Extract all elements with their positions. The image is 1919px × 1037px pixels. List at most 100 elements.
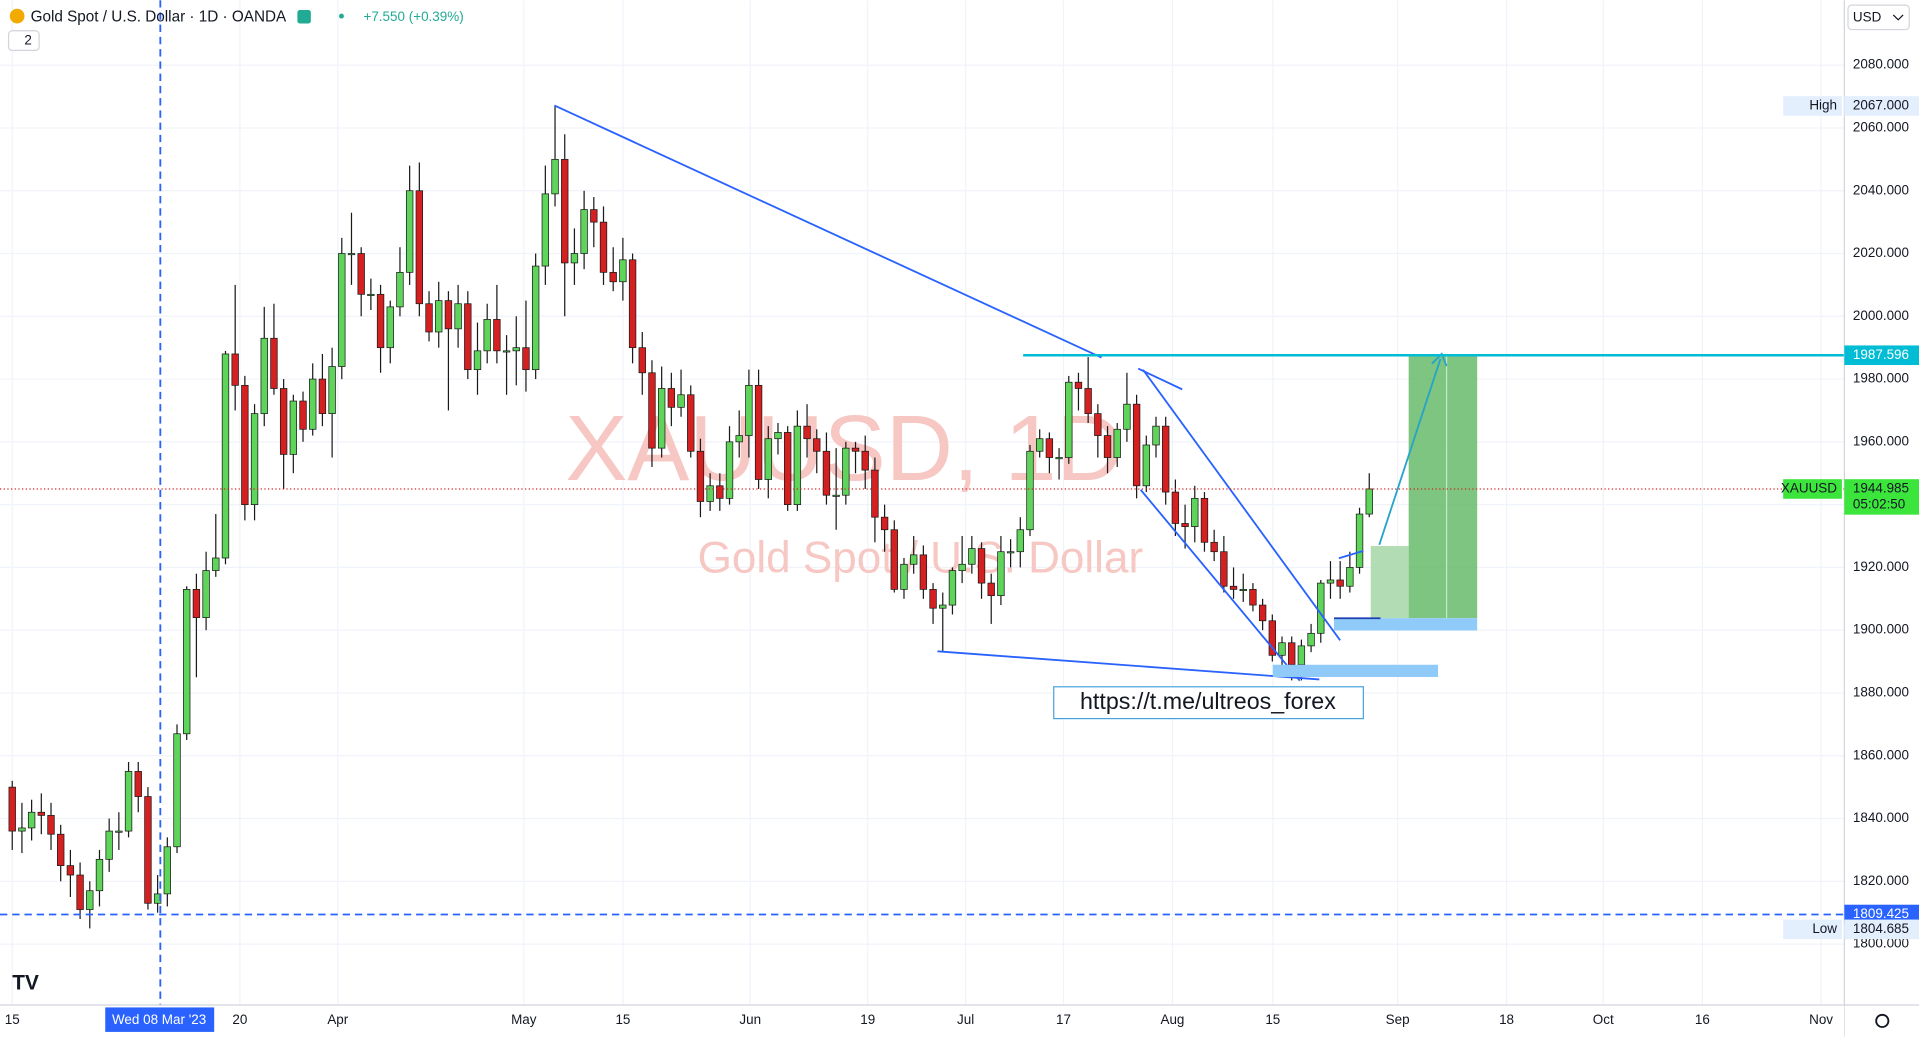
candle-body (1307, 632, 1315, 647)
candle-body (299, 400, 307, 430)
candle-body (1210, 541, 1218, 553)
currency-button[interactable] (1847, 4, 1910, 31)
candle-body (367, 293, 375, 296)
y-tick-label: 2000.000 (1853, 308, 1909, 323)
candle-body (202, 570, 210, 619)
x-tick-label: 15 (1265, 1012, 1280, 1027)
candle-body (561, 158, 569, 264)
candle-body (1113, 428, 1121, 458)
x-tick-label: 18 (1499, 1012, 1514, 1027)
candle-body (1152, 425, 1160, 446)
axis-labels: 1800.000 1820.000 1840.000 1860.000 1880.000… (5, 57, 1919, 1027)
candle-body (638, 347, 646, 374)
support-line (937, 650, 1320, 681)
indicator-toggle[interactable] (7, 30, 40, 51)
candle-body (105, 830, 113, 860)
price-axis (1844, 0, 1919, 1037)
y-tick-label: 2080.000 (1853, 57, 1909, 72)
candle-body (977, 548, 986, 584)
candle-body (144, 796, 152, 904)
last-countdown: 05:02:50 (1853, 496, 1905, 511)
low-price-label: 1804.685 (1853, 921, 1909, 936)
price-change[interactable]: +7.550 (+0.39%) (363, 9, 463, 24)
candle-body (793, 425, 802, 505)
candle-body (241, 384, 249, 505)
candle-body (338, 253, 346, 367)
candle-body (512, 347, 520, 352)
candle-body (599, 221, 608, 273)
candle-body (115, 830, 123, 833)
candle-body (541, 193, 550, 267)
dot (339, 13, 344, 19)
candle-body (1006, 551, 1015, 554)
candle-body (328, 366, 336, 414)
candle-body (47, 815, 55, 835)
low-price-box (1844, 919, 1919, 940)
candle-body (754, 384, 763, 480)
candle-body (1103, 435, 1112, 458)
demand-zone (1272, 664, 1439, 677)
x-tick-label: 20 (232, 1012, 247, 1027)
candle-body (551, 158, 559, 195)
x-tick-label: 19 (860, 1012, 875, 1027)
candle-body (619, 259, 627, 283)
x-tick-label: Apr (327, 1012, 348, 1027)
candle-body (1355, 513, 1364, 568)
candle-body (95, 858, 104, 892)
x-tick-label: Sep (1386, 1012, 1410, 1027)
candle-body (580, 209, 588, 254)
high-price-box (1844, 96, 1919, 116)
candle-body (473, 350, 482, 371)
demand-zone (1333, 618, 1478, 631)
candle-body (493, 319, 501, 352)
candle-body (1016, 529, 1024, 553)
candle-body (27, 811, 36, 829)
candle-body (1094, 413, 1102, 436)
candle-body (1181, 523, 1189, 527)
chevron (1892, 14, 1904, 21)
candle-body (212, 557, 220, 571)
candle-body (696, 450, 705, 502)
low-tag: Low (1812, 921, 1837, 936)
candle-body (774, 432, 782, 440)
crosshair-date-box (105, 1007, 215, 1032)
candle-body (570, 253, 579, 264)
y-tick-label: 1980.000 (1853, 371, 1909, 386)
candle-body (1142, 444, 1150, 487)
last-tag-box (1783, 479, 1842, 499)
candle-body (279, 388, 288, 455)
high-tag: High (1809, 98, 1837, 113)
candle-body (357, 253, 365, 295)
annotation-box (1053, 686, 1364, 720)
symbol-logo (9, 8, 25, 24)
candle-body (1297, 645, 1306, 666)
candle-body (1045, 438, 1054, 458)
candle-body (948, 570, 957, 606)
settings-button[interactable] (1875, 1013, 1890, 1028)
candle-body (192, 589, 201, 619)
candle-body (628, 259, 637, 349)
candle-body (1365, 488, 1373, 515)
candle-body (832, 494, 840, 497)
low-tag-box (1783, 919, 1842, 940)
candle-body (250, 413, 259, 505)
candle-body (677, 394, 685, 408)
candle-body (590, 209, 598, 223)
candle-body (842, 447, 850, 496)
y-tick-label: 1860.000 (1853, 747, 1909, 762)
high-price-label: 2067.000 (1853, 98, 1909, 113)
market-status (297, 9, 311, 24)
y-tick-label: 2040.000 (1853, 182, 1909, 197)
candle-body (851, 447, 860, 452)
x-tick-label: Jul (957, 1012, 974, 1027)
candle-body (1288, 642, 1296, 666)
candle-body (910, 554, 918, 565)
candle-body (667, 388, 676, 408)
candle-body (1074, 381, 1083, 389)
candle-body (783, 432, 792, 505)
candle-body (309, 378, 317, 430)
candle-body (1123, 403, 1131, 430)
candle-body (648, 372, 656, 449)
